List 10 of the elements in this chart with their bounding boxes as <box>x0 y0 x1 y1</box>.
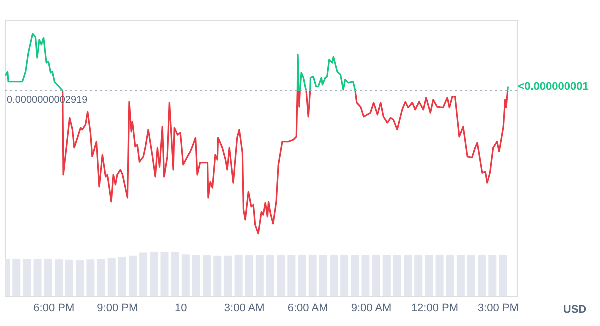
x-tick-label: 6:00 AM <box>288 302 328 314</box>
x-tick-label: 6:00 PM <box>34 302 75 314</box>
annotation: <0.000000001 <box>518 80 589 93</box>
x-tick-label: 10 <box>174 302 188 314</box>
text: USD <box>563 304 587 316</box>
x-tick-label: 12:00 PM <box>411 302 459 314</box>
x-tick-label: 3:00 AM <box>224 302 265 314</box>
x-tick-label: 3:00 PM <box>478 302 519 314</box>
x-tick-label: 9:00 AM <box>351 302 392 314</box>
x-tick-label: 9:00 PM <box>97 302 138 314</box>
